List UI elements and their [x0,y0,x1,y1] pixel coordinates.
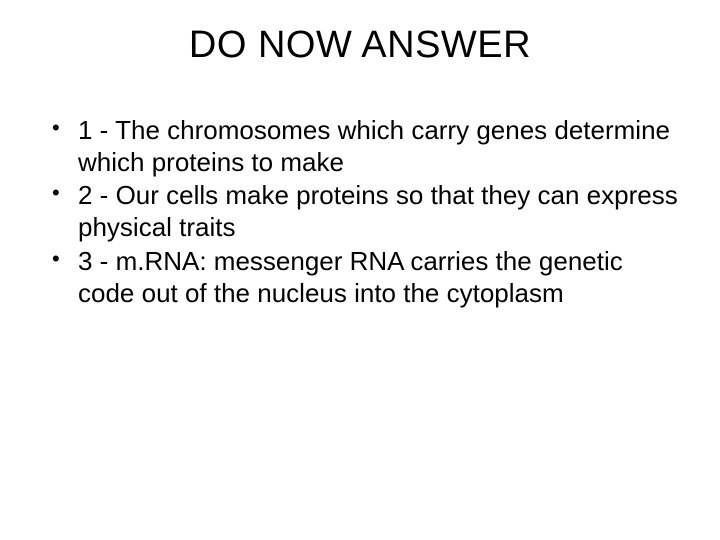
bullet-item: 3 - m.RNA: messenger RNA carries the gen… [52,246,680,309]
bullet-item: 1 - The chromosomes which carry genes de… [52,115,680,178]
slide-container: DO NOW ANSWER 1 - The chromosomes which … [0,0,720,540]
slide-title: DO NOW ANSWER [40,24,680,67]
bullet-item: 2 - Our cells make proteins so that they… [52,180,680,243]
bullet-list: 1 - The chromosomes which carry genes de… [40,115,680,309]
